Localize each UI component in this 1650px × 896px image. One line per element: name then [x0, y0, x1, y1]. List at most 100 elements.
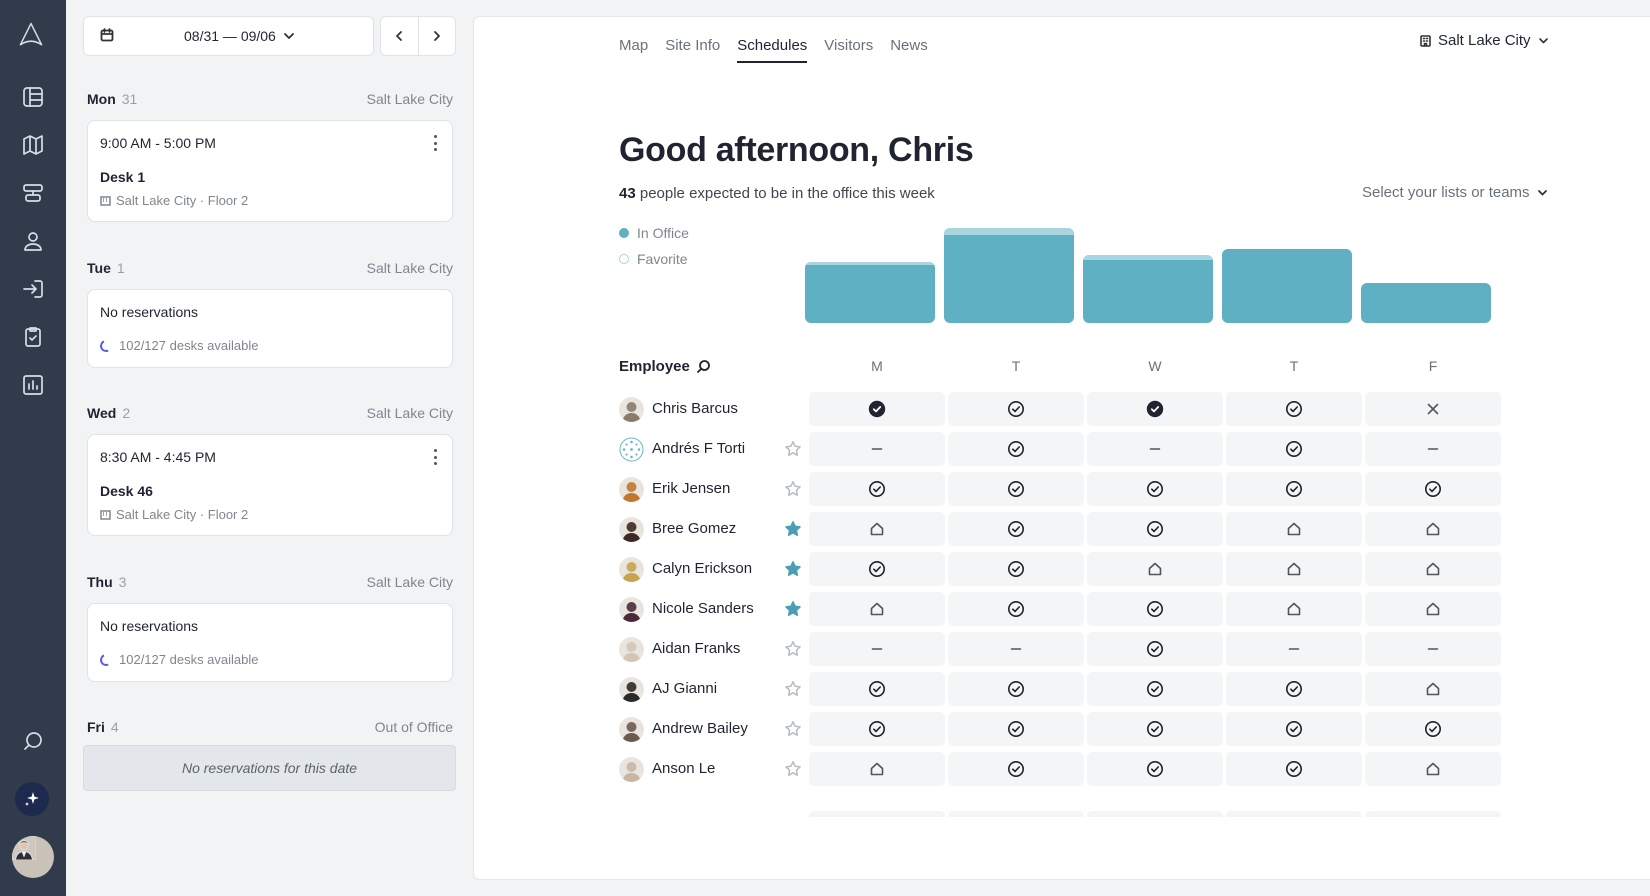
attendance-cell[interactable] [1365, 672, 1501, 706]
logo-icon[interactable] [16, 20, 46, 50]
employee-name[interactable]: Erik Jensen [652, 480, 731, 497]
avatar[interactable] [619, 517, 644, 542]
more-options-icon[interactable] [434, 449, 438, 465]
attendance-cell[interactable] [1365, 432, 1501, 466]
attendance-cell[interactable] [1226, 552, 1362, 586]
attendance-cell[interactable] [1365, 632, 1501, 666]
favorite-star-filled-icon[interactable] [784, 520, 802, 538]
attendance-cell[interactable] [809, 472, 945, 506]
favorite-star-filled-icon[interactable] [784, 560, 802, 578]
attendance-cell[interactable] [1087, 392, 1223, 426]
employee-name[interactable]: Andrés F Torti [652, 440, 746, 457]
attendance-cell[interactable] [948, 552, 1084, 586]
employee-row[interactable]: Andrew Bailey [619, 712, 1549, 746]
employee-name[interactable]: Anson Le [652, 760, 716, 777]
no-reservation-card[interactable]: No reservations 102/127 desks available [87, 603, 453, 682]
attendance-cell[interactable] [1226, 632, 1362, 666]
employee-name[interactable]: Bree Gomez [652, 520, 737, 537]
search-icon[interactable] [18, 727, 48, 757]
chart-bar[interactable] [805, 262, 935, 323]
next-week-button[interactable] [417, 17, 455, 55]
attendance-cell[interactable] [948, 472, 1084, 506]
attendance-cell[interactable] [1226, 712, 1362, 746]
lists-teams-select[interactable]: Select your lists or teams [1362, 184, 1549, 201]
attendance-cell[interactable] [1365, 552, 1501, 586]
chart-bar[interactable] [944, 228, 1074, 323]
attendance-cell[interactable] [809, 592, 945, 626]
attendance-cell[interactable] [1226, 392, 1362, 426]
employee-row[interactable]: Calyn Erickson [619, 552, 1549, 586]
attendance-cell[interactable] [948, 632, 1084, 666]
tab-news[interactable]: News [890, 37, 928, 54]
attendance-cell[interactable] [948, 752, 1084, 786]
avatar[interactable] [619, 557, 644, 582]
attendance-cell[interactable] [1087, 712, 1223, 746]
attendance-cell[interactable] [1087, 552, 1223, 586]
favorite-star-icon[interactable] [784, 720, 802, 738]
attendance-cell[interactable] [1226, 472, 1362, 506]
employee-column-header[interactable]: Employee [619, 358, 711, 375]
employee-row[interactable]: Bree Gomez [619, 512, 1549, 546]
attendance-cell[interactable] [1365, 752, 1501, 786]
attendance-cell[interactable] [1087, 752, 1223, 786]
attendance-cell[interactable] [1226, 512, 1362, 546]
employee-row[interactable]: Erik Jensen [619, 472, 1549, 506]
attendance-cell[interactable] [1087, 432, 1223, 466]
attendance-cell[interactable] [948, 512, 1084, 546]
attendance-cell[interactable] [1226, 592, 1362, 626]
attendance-cell[interactable] [1087, 472, 1223, 506]
more-options-icon[interactable] [434, 135, 438, 151]
avatar[interactable] [619, 717, 644, 742]
attendance-cell[interactable] [809, 632, 945, 666]
favorite-star-icon[interactable] [784, 440, 802, 458]
employee-name[interactable]: Nicole Sanders [652, 600, 754, 617]
map-icon[interactable] [18, 130, 48, 160]
no-reservation-card[interactable]: No reservations 102/127 desks available [87, 289, 453, 368]
attendance-cell[interactable] [809, 512, 945, 546]
attendance-cell[interactable] [1226, 672, 1362, 706]
attendance-cell[interactable] [1365, 392, 1501, 426]
dashboard-icon[interactable] [18, 82, 48, 112]
attendance-cell[interactable] [1365, 592, 1501, 626]
attendance-cell[interactable] [809, 712, 945, 746]
favorite-star-icon[interactable] [784, 760, 802, 778]
attendance-cell[interactable] [948, 392, 1084, 426]
employee-name[interactable]: AJ Gianni [652, 680, 718, 697]
assistant-button[interactable] [15, 782, 49, 816]
attendance-cell[interactable] [1365, 712, 1501, 746]
reservation-card[interactable]: 8:30 AM - 4:45 PM Desk 46 Salt Lake City… [87, 434, 453, 536]
tab-site-info[interactable]: Site Info [665, 37, 721, 54]
attendance-cell[interactable] [809, 752, 945, 786]
employee-row[interactable]: Chris Barcus [619, 392, 1549, 426]
employee-name[interactable]: Andrew Bailey [652, 720, 748, 737]
location-selector[interactable]: Salt Lake City [1419, 32, 1550, 49]
favorite-star-icon[interactable] [784, 480, 802, 498]
date-range-picker[interactable]: 08/31 — 09/06 [83, 16, 374, 56]
attendance-cell[interactable] [809, 392, 945, 426]
favorite-star-icon[interactable] [784, 640, 802, 658]
attendance-cell[interactable] [948, 712, 1084, 746]
employee-row[interactable]: Andrés F Torti [619, 432, 1549, 466]
reservation-card[interactable]: 9:00 AM - 5:00 PM Desk 1 Salt Lake City … [87, 120, 453, 222]
favorite-star-filled-icon[interactable] [784, 600, 802, 618]
attendance-cell[interactable] [809, 552, 945, 586]
avatar[interactable] [619, 437, 644, 462]
attendance-cell[interactable] [1226, 432, 1362, 466]
chart-bar[interactable] [1361, 283, 1491, 323]
attendance-cell[interactable] [948, 672, 1084, 706]
attendance-cell[interactable] [1365, 512, 1501, 546]
employee-name[interactable]: Aidan Franks [652, 640, 741, 657]
tab-schedules[interactable]: Schedules [737, 37, 808, 63]
checkin-icon[interactable] [18, 274, 48, 304]
clipboard-icon[interactable] [18, 322, 48, 352]
chart-bar[interactable] [1222, 249, 1352, 323]
attendance-cell[interactable] [1087, 672, 1223, 706]
employee-row[interactable]: Nicole Sanders [619, 592, 1549, 626]
employee-row[interactable]: Aidan Franks [619, 632, 1549, 666]
avatar[interactable] [619, 397, 644, 422]
attendance-cell[interactable] [809, 432, 945, 466]
desk-icon[interactable] [18, 178, 48, 208]
tab-visitors[interactable]: Visitors [824, 37, 874, 54]
avatar[interactable] [619, 637, 644, 662]
attendance-cell[interactable] [1226, 752, 1362, 786]
